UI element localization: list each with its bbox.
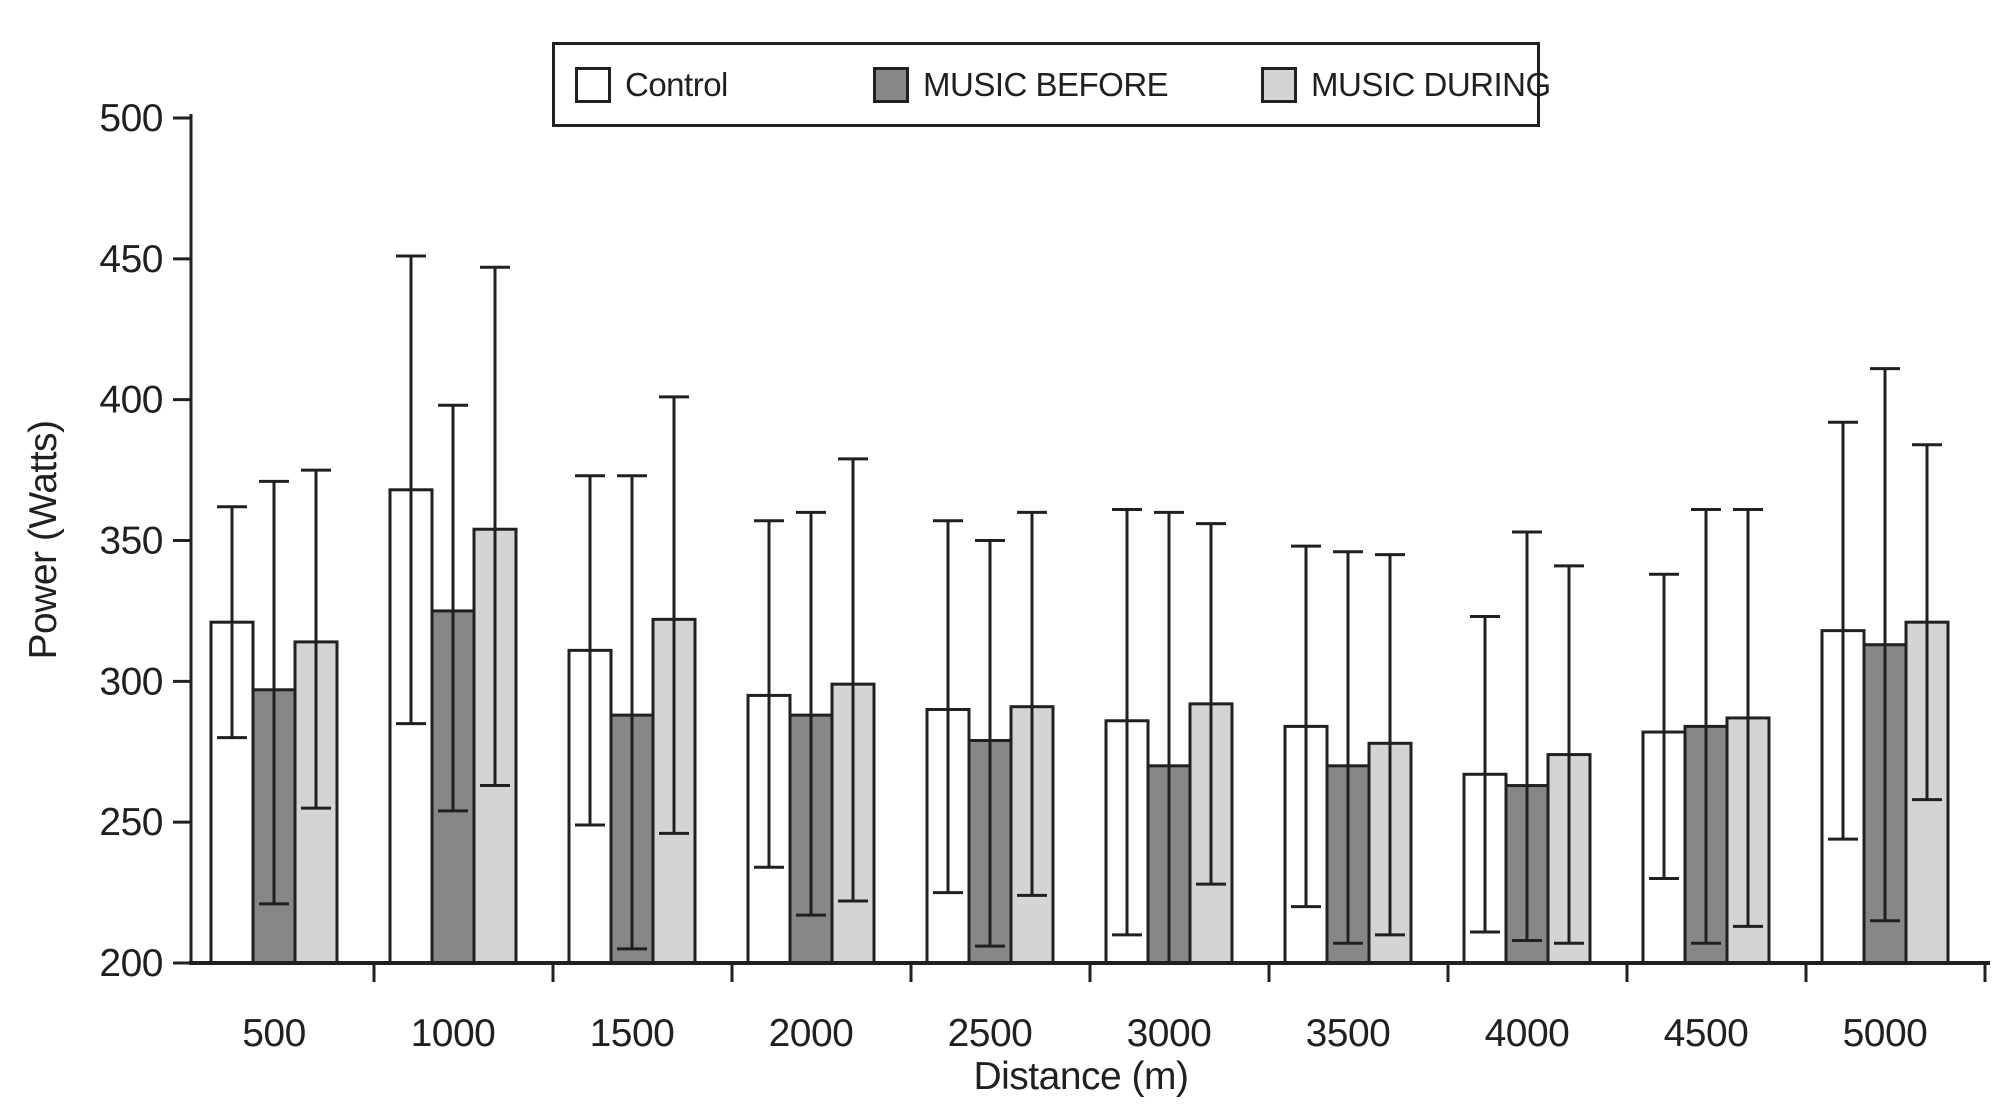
y-tick-label: 400 xyxy=(99,379,163,422)
y-tick-label: 450 xyxy=(99,238,163,281)
x-axis-title: Distance (m) xyxy=(973,1055,1189,1098)
x-tick-label: 1000 xyxy=(411,1012,496,1055)
x-tick-label: 2500 xyxy=(948,1012,1033,1055)
y-tick-label: 500 xyxy=(99,97,163,140)
x-tick-label: 3500 xyxy=(1306,1012,1391,1055)
x-tick-label: 5000 xyxy=(1843,1012,1928,1055)
legend-label-music-before: MUSIC BEFORE xyxy=(923,65,1169,103)
legend-item-control: Control xyxy=(575,66,728,104)
music-during-swatch-icon xyxy=(1261,66,1297,103)
y-tick-label: 200 xyxy=(99,942,163,985)
legend-label-music-during: MUSIC DURING xyxy=(1311,65,1551,103)
legend-item-music-before: MUSIC BEFORE xyxy=(873,65,1169,104)
x-tick-label: 4000 xyxy=(1485,1012,1570,1055)
y-tick-label: 350 xyxy=(99,520,163,563)
y-tick-label: 300 xyxy=(99,660,163,703)
x-tick-label: 3000 xyxy=(1127,1012,1212,1055)
x-tick-label: 1500 xyxy=(590,1012,675,1055)
legend-item-music-during: MUSIC DURING xyxy=(1261,66,1551,104)
x-tick-label: 4500 xyxy=(1664,1012,1749,1055)
music-before-swatch-icon xyxy=(873,66,909,103)
legend-label-control: Control xyxy=(625,65,728,103)
y-axis-title: Power (Watts) xyxy=(22,420,65,660)
legend: Control MUSIC BEFORE MUSIC DURING xyxy=(552,42,1551,127)
x-tick-label: 2000 xyxy=(769,1012,854,1055)
y-tick-label: 250 xyxy=(99,801,163,844)
x-tick-label: 500 xyxy=(242,1012,306,1055)
control-swatch-icon xyxy=(575,66,611,103)
